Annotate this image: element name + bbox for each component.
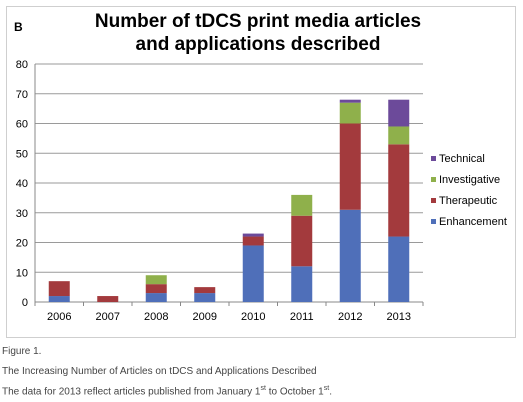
bar-segment-enhancement (48, 296, 70, 302)
bar-segment-enhancement (388, 236, 410, 302)
bar-segment-therapeutic (339, 123, 361, 210)
caption-note-part: to October 1 (265, 386, 324, 398)
y-tick-label: 70 (16, 89, 28, 101)
chart-title-line-1: Number of tDCS print media articles (94, 11, 422, 32)
caption-note-part: . (329, 386, 332, 398)
bar-segment-technical (339, 99, 361, 103)
x-tick-label: 2011 (290, 311, 314, 323)
y-tick-label: 50 (16, 148, 28, 160)
legend-label-therapeutic: Therapeutic (439, 195, 498, 207)
bar-segment-therapeutic (194, 287, 216, 294)
bar-segment-therapeutic (97, 296, 119, 302)
y-tick-label: 20 (16, 238, 28, 250)
legend-swatch-therapeutic (431, 198, 436, 203)
caption-note: The data for 2013 reflect articles publi… (2, 385, 332, 397)
x-tick-label: 2012 (338, 311, 362, 323)
bar-segment-therapeutic (291, 215, 313, 267)
bar-segment-enhancement (145, 293, 167, 302)
y-tick-label: 60 (16, 119, 28, 131)
y-tick-label: 80 (16, 59, 28, 71)
y-tick-label: 40 (16, 178, 28, 190)
chart-title: Number of tDCS print media articles and … (88, 10, 428, 56)
legend-swatch-enhancement (431, 219, 436, 224)
x-tick-label: 2009 (193, 311, 217, 323)
bar-segment-investigative (388, 126, 410, 145)
panel-label: B (14, 20, 23, 34)
x-tick-label: 2006 (47, 311, 71, 323)
bar-segment-technical (242, 233, 264, 237)
bar-segment-enhancement (291, 266, 313, 302)
caption-title: The Increasing Number of Articles on tDC… (2, 366, 317, 377)
x-tick-label: 2007 (96, 311, 120, 323)
y-tick-label: 10 (16, 267, 28, 279)
x-tick-label: 2013 (387, 311, 411, 323)
caption-label: Figure 1. (2, 346, 42, 357)
bar-segment-therapeutic (145, 284, 167, 294)
caption-note-superscript: st (323, 385, 330, 392)
y-tick-label: 0 (22, 297, 28, 309)
caption-note-superscript: st (260, 385, 266, 392)
legend-label-enhancement: Enhancement (439, 216, 507, 228)
x-tick-label: 2008 (144, 311, 168, 323)
legend-label-technical: Technical (439, 153, 485, 165)
stacked-bar-chart: 0 10 20 30 40 50 60 70 80 2006 2007 2008 2009 2010 201… (16, 59, 507, 323)
caption-note-part: The data for 2013 reflect articles publi… (2, 386, 261, 398)
bar-segment-enhancement (339, 209, 361, 302)
bar-segment-therapeutic (242, 236, 264, 246)
chart-title-line-2: and applications described (135, 34, 381, 55)
bar-segment-investigative (339, 102, 361, 124)
bar-segment-investigative (145, 275, 167, 285)
bar-segment-enhancement (194, 293, 216, 302)
bar-segment-therapeutic (48, 281, 70, 297)
bar-segment-technical (388, 99, 410, 127)
legend-swatch-technical (431, 156, 436, 161)
x-tick-label: 2010 (241, 311, 265, 323)
bar-segment-investigative (291, 194, 313, 216)
legend-label-investigative: Investigative (439, 174, 500, 186)
bar-segment-therapeutic (388, 144, 410, 237)
y-tick-label: 30 (16, 208, 28, 220)
bar-segment-enhancement (242, 245, 264, 302)
legend-swatch-investigative (431, 177, 436, 182)
